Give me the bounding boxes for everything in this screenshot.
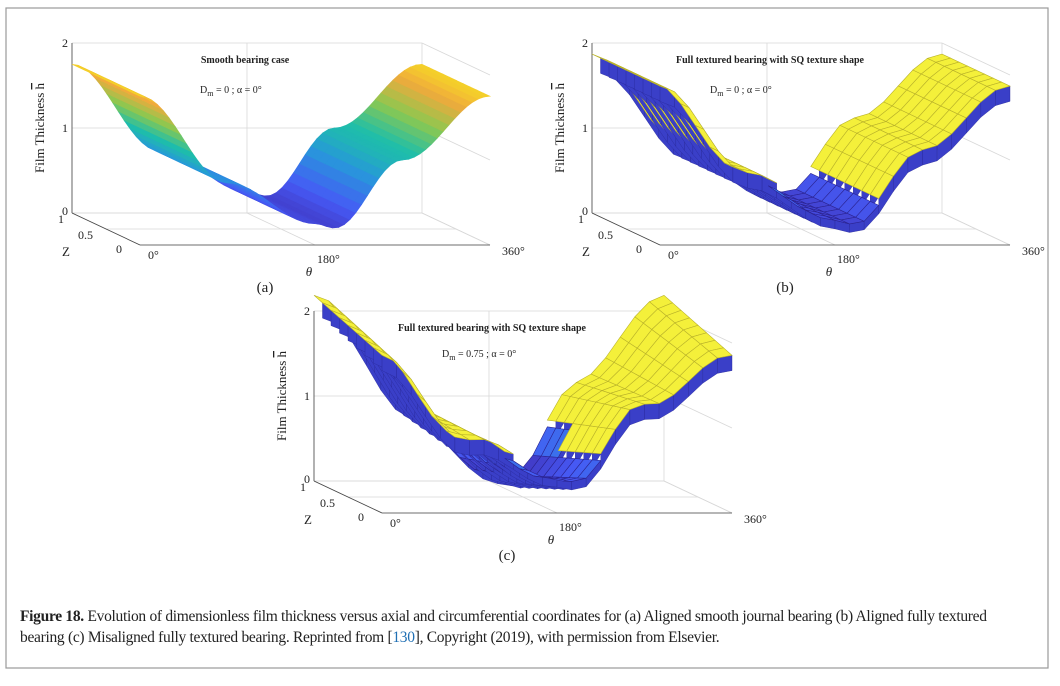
h-tick-label: 2 xyxy=(62,36,68,50)
panel-label: (a) xyxy=(257,280,274,296)
h-tick-label: 2 xyxy=(582,36,588,50)
annotation-values: = 0 ; α = 0° xyxy=(213,85,261,96)
annotation-d: D xyxy=(710,85,717,96)
parameter-annotation: Dm = 0 ; α = 0° xyxy=(200,85,262,98)
h-axis-label-text: Film Thickness xyxy=(552,89,567,173)
annotation-values: = 0.75 ; α = 0° xyxy=(455,349,516,360)
theta-tick-label: 0° xyxy=(668,248,679,262)
parameter-annotation: Dm = 0.75 ; α = 0° xyxy=(442,349,516,362)
parameter-annotation: Dm = 0 ; α = 0° xyxy=(710,85,772,98)
reference-link[interactable]: 130 xyxy=(392,629,415,646)
texture-cell xyxy=(753,171,777,184)
chart-title: Full textured bearing with SQ texture sh… xyxy=(398,323,587,334)
theta-axis-label: θ xyxy=(548,532,555,547)
h-axis-label-text: Film Thickness xyxy=(32,89,47,173)
chart-title: Smooth bearing case xyxy=(201,55,290,66)
theta-tick-label: 180° xyxy=(559,520,582,534)
theta-tick-label: 0° xyxy=(390,516,401,530)
h-tick-label: 1 xyxy=(62,121,68,135)
h-tick-label: 0 xyxy=(304,472,310,486)
texture-side xyxy=(454,436,470,456)
z-tick-label: 0 xyxy=(116,242,122,256)
z-axis xyxy=(71,212,141,246)
panel-label: (c) xyxy=(499,548,516,564)
figure-border xyxy=(5,7,1049,669)
surface xyxy=(591,53,1011,233)
axes-box xyxy=(313,310,733,514)
texture-cell xyxy=(986,81,1011,91)
texture-side xyxy=(644,403,660,420)
z-tick-label: 0 xyxy=(358,510,364,524)
annotation-d: D xyxy=(442,349,449,360)
chart-title: Full textured bearing with SQ texture sh… xyxy=(676,55,865,66)
h-axis-label: Film Thickness h xyxy=(274,350,289,441)
h-tick-label: 1 xyxy=(582,121,588,135)
z-tick-label: 0.5 xyxy=(320,496,335,510)
h-tick-label: 2 xyxy=(304,304,310,318)
z-tick-label: 0 xyxy=(636,242,642,256)
z-axis xyxy=(313,480,383,514)
h-bar-symbol: h xyxy=(274,350,289,357)
z-axis-label: Z xyxy=(62,244,70,259)
theta-tick-label: 360° xyxy=(744,512,767,526)
theta-tick-label: 360° xyxy=(1022,244,1045,258)
z-tick-label: 1 xyxy=(58,212,64,226)
grid-line xyxy=(421,42,491,76)
panel-label: (b) xyxy=(776,280,794,296)
h-axis-label-text: Film Thickness xyxy=(274,357,289,441)
theta-tick-label: 360° xyxy=(502,244,525,258)
surface xyxy=(313,294,733,491)
theta-tick-label: 180° xyxy=(837,252,860,266)
h-tick-label: 1 xyxy=(304,389,310,403)
texture-cell xyxy=(489,441,514,455)
h-bar-symbol: h xyxy=(32,82,47,89)
axes-box xyxy=(71,42,491,246)
z-axis-label: Z xyxy=(304,512,312,527)
annotation-d: D xyxy=(200,85,207,96)
texture-cell xyxy=(708,347,733,359)
theta-axis-label: θ xyxy=(306,264,313,279)
h-tick-label: 0 xyxy=(62,204,68,218)
theta-axis-label: θ xyxy=(826,264,833,279)
z-tick-label: 1 xyxy=(578,212,584,226)
grid-line xyxy=(941,42,1011,76)
surface-patch xyxy=(476,92,492,98)
annotation-subscript: m xyxy=(717,89,724,98)
z-tick-label: 0.5 xyxy=(598,228,613,242)
texture-side xyxy=(747,172,763,192)
h-axis-label: Film Thickness h xyxy=(32,82,47,173)
annotation-subscript: m xyxy=(207,89,214,98)
theta-tick-label: 180° xyxy=(317,252,340,266)
theta-tick-label: 0° xyxy=(148,248,159,262)
figure-caption: Figure 18. Evolution of dimensionless fi… xyxy=(20,606,1030,648)
z-tick-label: 0.5 xyxy=(78,228,93,242)
h-bar-symbol: h xyxy=(552,82,567,89)
h-tick-label: 0 xyxy=(582,204,588,218)
h-axis-label: Film Thickness h xyxy=(552,82,567,173)
caption-text-end: ], Copyright (2019), with permission fro… xyxy=(414,629,720,646)
z-axis xyxy=(591,212,661,246)
texture-cell xyxy=(855,200,880,222)
annotation-values: = 0 ; α = 0° xyxy=(723,85,771,96)
surface xyxy=(71,63,492,229)
texture-side xyxy=(717,355,733,374)
z-tick-label: 1 xyxy=(300,480,306,494)
z-axis-label: Z xyxy=(582,244,590,259)
texture-cell xyxy=(577,459,602,479)
texture-side xyxy=(469,439,485,456)
figure-label: Figure 18. xyxy=(20,608,84,625)
caption-text: Evolution of dimensionless film thicknes… xyxy=(20,608,987,646)
annotation-subscript: m xyxy=(449,353,456,362)
